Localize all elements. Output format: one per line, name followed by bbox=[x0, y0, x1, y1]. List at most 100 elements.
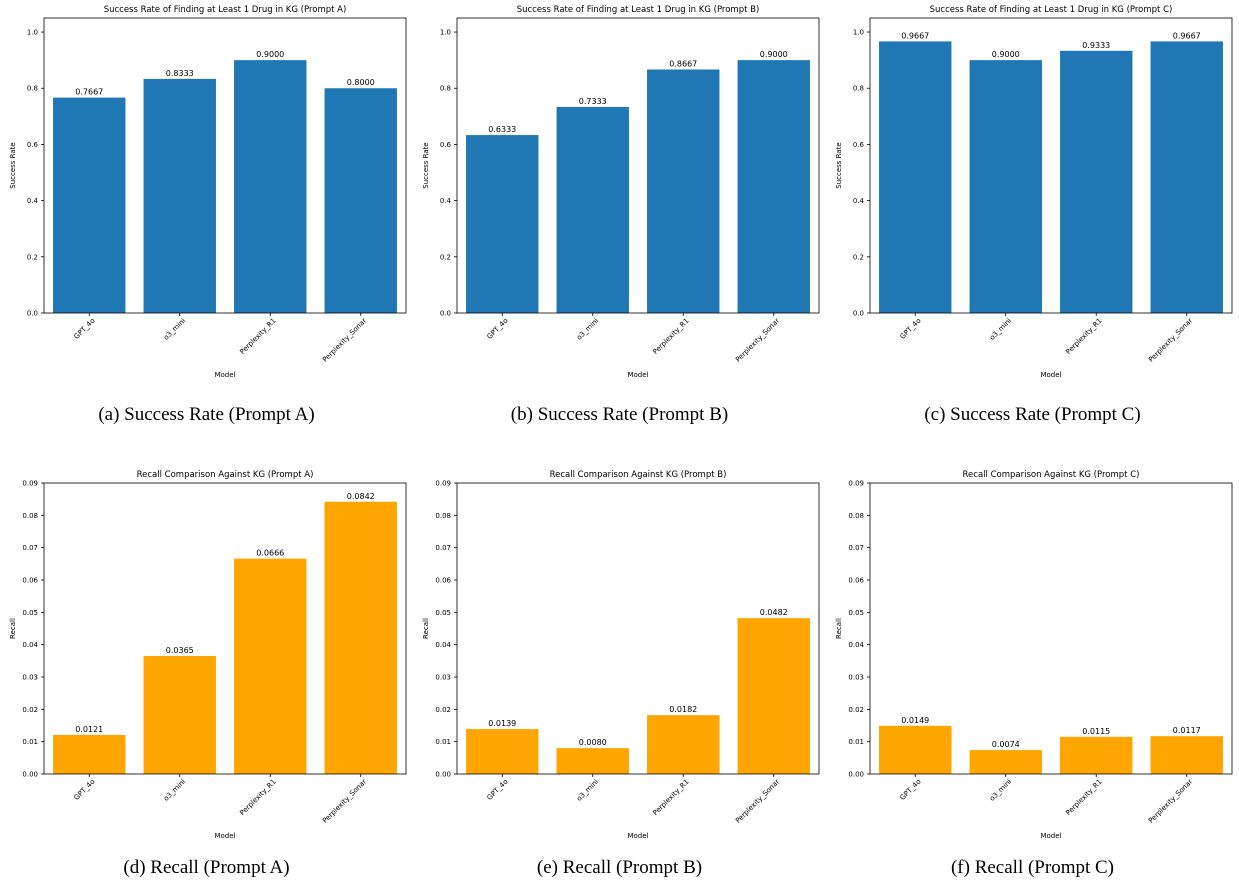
chart-title: Success Rate of Finding at Least 1 Drug … bbox=[517, 5, 760, 15]
y-tick-label: 1.0 bbox=[853, 29, 864, 37]
chart-title: Success Rate of Finding at Least 1 Drug … bbox=[930, 5, 1173, 15]
y-tick-label: 0.05 bbox=[435, 609, 451, 617]
y-tick-label: 0.02 bbox=[848, 706, 864, 714]
x-tick-label: o3_mini bbox=[162, 317, 187, 342]
success-rate-chart-prompt-a: Success Rate of Finding at Least 1 Drug … bbox=[9, 5, 407, 379]
y-tick-label: 0.2 bbox=[27, 253, 38, 261]
y-tick-label: 0.8 bbox=[27, 85, 38, 93]
y-tick-label: 0.06 bbox=[848, 577, 864, 585]
x-tick-label: o3_mini bbox=[988, 317, 1013, 342]
recall-chart-prompt-b: Recall Comparison Against KG (Prompt B) 0… bbox=[422, 470, 820, 840]
y-tick-label: 0.04 bbox=[848, 641, 864, 649]
recall-bar-gpt-4o bbox=[466, 729, 539, 774]
y-tick-label: 0.6 bbox=[440, 141, 452, 149]
bar-value-label: 0.6333 bbox=[488, 125, 516, 134]
bar-value-label: 0.0139 bbox=[488, 719, 516, 728]
y-tick-label: 0.04 bbox=[435, 641, 451, 649]
x-axis-label: Model bbox=[214, 371, 235, 379]
bar-value-label: 0.0842 bbox=[347, 492, 375, 501]
panel-recall-c: Recall Comparison Against KG (Prompt C) 0… bbox=[826, 445, 1239, 890]
axes-frame bbox=[869, 17, 1233, 314]
y-tick-label: 0.09 bbox=[22, 480, 38, 488]
y-tick-label: 0.04 bbox=[22, 641, 38, 649]
y-tick-label: 0.6 bbox=[853, 141, 865, 149]
y-axis-label: Success Rate bbox=[9, 142, 17, 188]
y-tick-label: 0.0 bbox=[440, 310, 451, 318]
success-rate-bar-perplexity-sonar bbox=[1150, 41, 1223, 314]
recall-bar-perplexity-sonar bbox=[737, 618, 810, 774]
y-tick-label: 0.8 bbox=[853, 85, 864, 93]
y-tick-label: 0.07 bbox=[435, 544, 451, 552]
x-tick-label: GPT_4o bbox=[73, 778, 97, 802]
y-tick-label: 0.00 bbox=[22, 771, 38, 779]
recall-bar-perplexity-sonar bbox=[1150, 736, 1223, 774]
y-tick-label: 0.08 bbox=[848, 512, 864, 520]
success-rate-bar-perplexity-sonar bbox=[737, 60, 810, 314]
x-tick-label: o3_mini bbox=[988, 778, 1013, 803]
y-tick-label: 0.6 bbox=[27, 141, 39, 149]
y-tick-label: 0.01 bbox=[22, 738, 38, 746]
y-tick-label: 0.01 bbox=[848, 738, 864, 746]
x-tick-label: Perplexity_R1 bbox=[1064, 778, 1103, 817]
panel-success-rate-a: Success Rate of Finding at Least 1 Drug … bbox=[0, 0, 413, 445]
y-tick-label: 0.4 bbox=[853, 197, 865, 205]
panel-success-rate-c: Success Rate of Finding at Least 1 Drug … bbox=[826, 0, 1239, 445]
recall-bar-perplexity-r1 bbox=[647, 715, 720, 774]
success-rate-bar-perplexity-r1 bbox=[234, 60, 307, 314]
recall-bar-o3-mini bbox=[556, 748, 629, 774]
axes-frame bbox=[456, 17, 820, 314]
success-rate-chart-prompt-c: Success Rate of Finding at Least 1 Drug … bbox=[835, 5, 1233, 379]
y-tick-label: 0.03 bbox=[848, 674, 864, 682]
caption-e: (e) Recall (Prompt B) bbox=[536, 857, 703, 878]
success-rate-bar-perplexity-r1 bbox=[647, 69, 720, 314]
bar-value-label: 0.0121 bbox=[75, 725, 103, 734]
x-tick-label: Perplexity_Sonar bbox=[734, 317, 781, 364]
y-tick-label: 0.06 bbox=[435, 577, 451, 585]
x-tick-label: GPT_4o bbox=[899, 317, 923, 341]
recall-chart-prompt-c: Recall Comparison Against KG (Prompt C) 0… bbox=[835, 470, 1233, 840]
success-rate-chart-prompt-b: Success Rate of Finding at Least 1 Drug … bbox=[422, 5, 820, 379]
panel-success-rate-b: Success Rate of Finding at Least 1 Drug … bbox=[413, 0, 826, 445]
success-rate-bar-perplexity-sonar bbox=[324, 88, 397, 313]
x-tick-label: Perplexity_R1 bbox=[651, 778, 690, 817]
y-tick-label: 0.8 bbox=[440, 85, 451, 93]
x-axis-label: Model bbox=[1040, 832, 1061, 840]
bar-value-label: 0.7333 bbox=[579, 97, 607, 106]
x-axis-label: Model bbox=[214, 832, 235, 840]
x-axis-label: Model bbox=[627, 371, 648, 379]
x-tick-label: o3_mini bbox=[575, 317, 600, 342]
x-tick-label: Perplexity_Sonar bbox=[321, 317, 368, 364]
bar-value-label: 0.0365 bbox=[166, 646, 194, 655]
bar-value-label: 0.0182 bbox=[669, 705, 697, 714]
chart-title: Recall Comparison Against KG (Prompt B) bbox=[550, 470, 727, 480]
y-tick-label: 1.0 bbox=[27, 29, 38, 37]
chart-title: Success Rate of Finding at Least 1 Drug … bbox=[104, 5, 347, 15]
y-tick-label: 0.07 bbox=[848, 544, 864, 552]
x-tick-label: Perplexity_Sonar bbox=[734, 778, 781, 825]
caption-b: (b) Success Rate (Prompt B) bbox=[510, 404, 729, 425]
success-rate-bar-gpt-4o bbox=[466, 135, 539, 313]
y-axis-label: Recall bbox=[835, 618, 843, 639]
bar-value-label: 0.7667 bbox=[75, 88, 103, 97]
y-tick-label: 0.2 bbox=[853, 253, 864, 261]
bar-value-label: 0.9333 bbox=[1082, 41, 1110, 50]
y-tick-label: 0.09 bbox=[848, 480, 864, 488]
bar-value-label: 0.8667 bbox=[669, 59, 697, 68]
y-tick-label: 0.03 bbox=[22, 674, 38, 682]
y-tick-label: 0.05 bbox=[22, 609, 38, 617]
y-axis-label: Recall bbox=[9, 618, 17, 639]
bar-value-label: 0.9667 bbox=[1173, 31, 1201, 40]
chart-title: Recall Comparison Against KG (Prompt A) bbox=[137, 470, 314, 480]
y-tick-label: 0.4 bbox=[27, 197, 39, 205]
success-rate-bar-o3-mini bbox=[969, 60, 1042, 314]
y-axis-label: Success Rate bbox=[835, 142, 843, 188]
x-axis-label: Model bbox=[1040, 371, 1061, 379]
y-tick-label: 0.0 bbox=[853, 310, 864, 318]
y-tick-label: 0.07 bbox=[22, 544, 38, 552]
success-rate-bar-gpt-4o bbox=[879, 41, 952, 314]
bar-value-label: 0.0149 bbox=[901, 716, 929, 725]
y-tick-label: 0.00 bbox=[435, 771, 451, 779]
y-tick-label: 0.02 bbox=[22, 706, 38, 714]
x-tick-label: GPT_4o bbox=[899, 778, 923, 802]
panel-recall-a: Recall Comparison Against KG (Prompt A) 0… bbox=[0, 445, 413, 890]
